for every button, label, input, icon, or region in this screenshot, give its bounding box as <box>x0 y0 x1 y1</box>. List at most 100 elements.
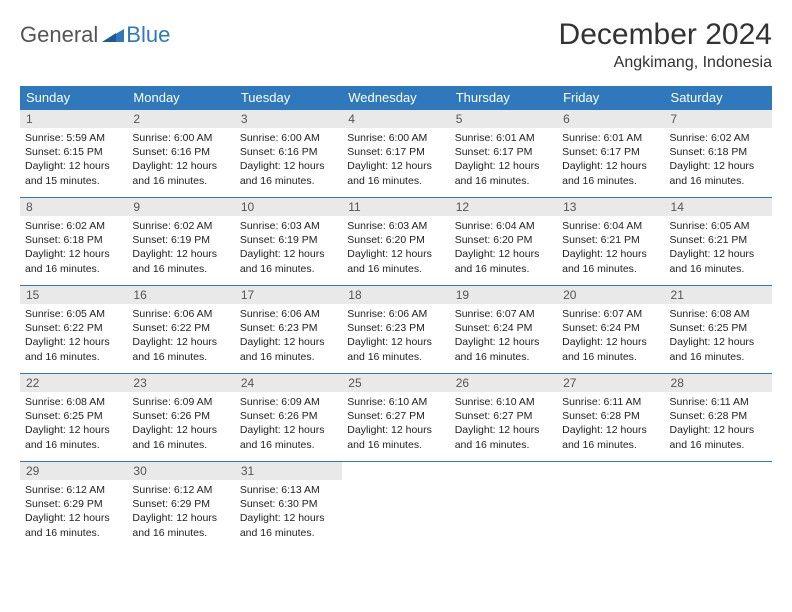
calendar-cell: 9Sunrise: 6:02 AMSunset: 6:19 PMDaylight… <box>127 198 234 286</box>
logo: General Blue <box>20 18 170 48</box>
calendar-row: 8Sunrise: 6:02 AMSunset: 6:18 PMDaylight… <box>20 198 772 286</box>
day-number: 26 <box>450 374 557 392</box>
day-body: Sunrise: 6:00 AMSunset: 6:16 PMDaylight:… <box>235 128 342 192</box>
calendar-cell: 3Sunrise: 6:00 AMSunset: 6:16 PMDaylight… <box>235 110 342 198</box>
calendar-cell <box>342 462 449 550</box>
calendar-cell: 24Sunrise: 6:09 AMSunset: 6:26 PMDayligh… <box>235 374 342 462</box>
calendar-row: 22Sunrise: 6:08 AMSunset: 6:25 PMDayligh… <box>20 374 772 462</box>
calendar-cell: 15Sunrise: 6:05 AMSunset: 6:22 PMDayligh… <box>20 286 127 374</box>
calendar-table: Sunday Monday Tuesday Wednesday Thursday… <box>20 86 772 550</box>
day-body: Sunrise: 6:07 AMSunset: 6:24 PMDaylight:… <box>450 304 557 368</box>
calendar-cell: 1Sunrise: 5:59 AMSunset: 6:15 PMDaylight… <box>20 110 127 198</box>
day-number: 5 <box>450 110 557 128</box>
day-number: 20 <box>557 286 664 304</box>
calendar-cell <box>557 462 664 550</box>
day-number: 9 <box>127 198 234 216</box>
day-body: Sunrise: 6:07 AMSunset: 6:24 PMDaylight:… <box>557 304 664 368</box>
calendar-cell: 14Sunrise: 6:05 AMSunset: 6:21 PMDayligh… <box>665 198 772 286</box>
calendar-cell: 20Sunrise: 6:07 AMSunset: 6:24 PMDayligh… <box>557 286 664 374</box>
calendar-cell: 12Sunrise: 6:04 AMSunset: 6:20 PMDayligh… <box>450 198 557 286</box>
logo-text-blue: Blue <box>126 22 170 48</box>
calendar-cell: 16Sunrise: 6:06 AMSunset: 6:22 PMDayligh… <box>127 286 234 374</box>
day-body: Sunrise: 6:03 AMSunset: 6:19 PMDaylight:… <box>235 216 342 280</box>
day-number: 6 <box>557 110 664 128</box>
day-number: 17 <box>235 286 342 304</box>
day-body: Sunrise: 6:12 AMSunset: 6:29 PMDaylight:… <box>20 480 127 544</box>
calendar-row: 29Sunrise: 6:12 AMSunset: 6:29 PMDayligh… <box>20 462 772 550</box>
day-number: 4 <box>342 110 449 128</box>
calendar-cell: 25Sunrise: 6:10 AMSunset: 6:27 PMDayligh… <box>342 374 449 462</box>
weekday-header: Tuesday <box>235 86 342 110</box>
day-body: Sunrise: 5:59 AMSunset: 6:15 PMDaylight:… <box>20 128 127 192</box>
calendar-cell: 26Sunrise: 6:10 AMSunset: 6:27 PMDayligh… <box>450 374 557 462</box>
calendar-cell: 5Sunrise: 6:01 AMSunset: 6:17 PMDaylight… <box>450 110 557 198</box>
calendar-cell: 23Sunrise: 6:09 AMSunset: 6:26 PMDayligh… <box>127 374 234 462</box>
day-body: Sunrise: 6:06 AMSunset: 6:22 PMDaylight:… <box>127 304 234 368</box>
day-body: Sunrise: 6:10 AMSunset: 6:27 PMDaylight:… <box>342 392 449 456</box>
day-number: 12 <box>450 198 557 216</box>
day-body: Sunrise: 6:02 AMSunset: 6:18 PMDaylight:… <box>20 216 127 280</box>
logo-text-general: General <box>20 22 98 48</box>
day-number: 29 <box>20 462 127 480</box>
day-body: Sunrise: 6:09 AMSunset: 6:26 PMDaylight:… <box>235 392 342 456</box>
day-body: Sunrise: 6:05 AMSunset: 6:21 PMDaylight:… <box>665 216 772 280</box>
day-body: Sunrise: 6:09 AMSunset: 6:26 PMDaylight:… <box>127 392 234 456</box>
weekday-header-row: Sunday Monday Tuesday Wednesday Thursday… <box>20 86 772 110</box>
weekday-header: Friday <box>557 86 664 110</box>
day-body: Sunrise: 6:02 AMSunset: 6:19 PMDaylight:… <box>127 216 234 280</box>
day-number: 23 <box>127 374 234 392</box>
day-body: Sunrise: 6:08 AMSunset: 6:25 PMDaylight:… <box>20 392 127 456</box>
day-number: 13 <box>557 198 664 216</box>
calendar-row: 15Sunrise: 6:05 AMSunset: 6:22 PMDayligh… <box>20 286 772 374</box>
day-body: Sunrise: 6:04 AMSunset: 6:21 PMDaylight:… <box>557 216 664 280</box>
calendar-row: 1Sunrise: 5:59 AMSunset: 6:15 PMDaylight… <box>20 110 772 198</box>
calendar-cell: 21Sunrise: 6:08 AMSunset: 6:25 PMDayligh… <box>665 286 772 374</box>
calendar-cell: 31Sunrise: 6:13 AMSunset: 6:30 PMDayligh… <box>235 462 342 550</box>
day-body: Sunrise: 6:04 AMSunset: 6:20 PMDaylight:… <box>450 216 557 280</box>
location-label: Angkimang, Indonesia <box>559 54 772 72</box>
day-body: Sunrise: 6:05 AMSunset: 6:22 PMDaylight:… <box>20 304 127 368</box>
day-number: 7 <box>665 110 772 128</box>
day-number: 31 <box>235 462 342 480</box>
day-body: Sunrise: 6:11 AMSunset: 6:28 PMDaylight:… <box>557 392 664 456</box>
calendar-body: 1Sunrise: 5:59 AMSunset: 6:15 PMDaylight… <box>20 110 772 550</box>
day-body: Sunrise: 6:12 AMSunset: 6:29 PMDaylight:… <box>127 480 234 544</box>
weekday-header: Wednesday <box>342 86 449 110</box>
day-number: 24 <box>235 374 342 392</box>
day-number: 16 <box>127 286 234 304</box>
day-number: 2 <box>127 110 234 128</box>
calendar-cell: 2Sunrise: 6:00 AMSunset: 6:16 PMDaylight… <box>127 110 234 198</box>
day-body: Sunrise: 6:00 AMSunset: 6:17 PMDaylight:… <box>342 128 449 192</box>
day-number: 21 <box>665 286 772 304</box>
calendar-cell: 11Sunrise: 6:03 AMSunset: 6:20 PMDayligh… <box>342 198 449 286</box>
day-number: 30 <box>127 462 234 480</box>
calendar-cell: 19Sunrise: 6:07 AMSunset: 6:24 PMDayligh… <box>450 286 557 374</box>
calendar-cell: 4Sunrise: 6:00 AMSunset: 6:17 PMDaylight… <box>342 110 449 198</box>
day-number: 10 <box>235 198 342 216</box>
day-number: 14 <box>665 198 772 216</box>
header: General Blue December 2024 Angkimang, In… <box>20 18 772 72</box>
day-body: Sunrise: 6:01 AMSunset: 6:17 PMDaylight:… <box>557 128 664 192</box>
calendar-cell: 18Sunrise: 6:06 AMSunset: 6:23 PMDayligh… <box>342 286 449 374</box>
day-number: 19 <box>450 286 557 304</box>
calendar-cell: 29Sunrise: 6:12 AMSunset: 6:29 PMDayligh… <box>20 462 127 550</box>
calendar-cell: 8Sunrise: 6:02 AMSunset: 6:18 PMDaylight… <box>20 198 127 286</box>
day-number: 3 <box>235 110 342 128</box>
weekday-header: Monday <box>127 86 234 110</box>
day-number: 15 <box>20 286 127 304</box>
weekday-header: Sunday <box>20 86 127 110</box>
day-number: 1 <box>20 110 127 128</box>
day-body: Sunrise: 6:06 AMSunset: 6:23 PMDaylight:… <box>342 304 449 368</box>
day-number: 27 <box>557 374 664 392</box>
page-title: December 2024 <box>559 18 772 52</box>
day-body: Sunrise: 6:02 AMSunset: 6:18 PMDaylight:… <box>665 128 772 192</box>
day-body: Sunrise: 6:13 AMSunset: 6:30 PMDaylight:… <box>235 480 342 544</box>
calendar-cell: 22Sunrise: 6:08 AMSunset: 6:25 PMDayligh… <box>20 374 127 462</box>
day-body: Sunrise: 6:01 AMSunset: 6:17 PMDaylight:… <box>450 128 557 192</box>
calendar-cell: 27Sunrise: 6:11 AMSunset: 6:28 PMDayligh… <box>557 374 664 462</box>
calendar-cell: 7Sunrise: 6:02 AMSunset: 6:18 PMDaylight… <box>665 110 772 198</box>
day-number: 8 <box>20 198 127 216</box>
day-number: 22 <box>20 374 127 392</box>
calendar-cell: 30Sunrise: 6:12 AMSunset: 6:29 PMDayligh… <box>127 462 234 550</box>
day-number: 11 <box>342 198 449 216</box>
